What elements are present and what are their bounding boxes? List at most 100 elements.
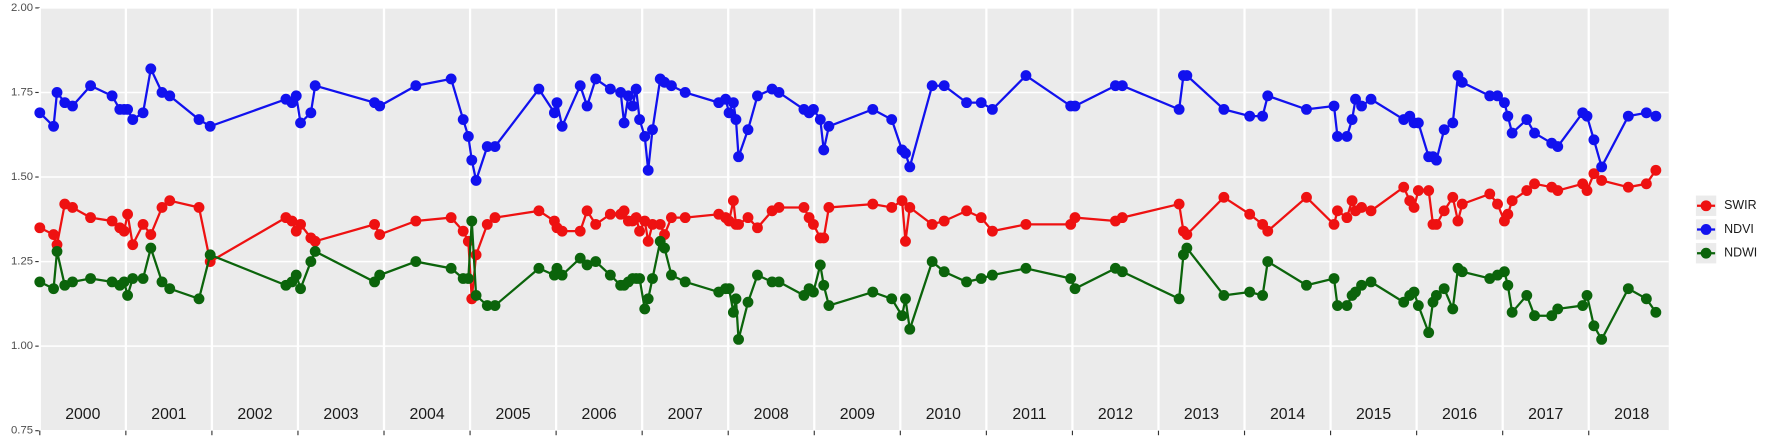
data-point: [867, 286, 879, 298]
data-point: [807, 103, 819, 115]
data-point: [773, 276, 785, 288]
data-point: [752, 269, 763, 281]
y-tick-label: 0.75: [11, 425, 33, 437]
data-point: [118, 276, 130, 288]
data-point: [1552, 141, 1564, 153]
y-tick-label: 1.25: [11, 256, 33, 268]
data-point: [904, 323, 916, 335]
data-point: [145, 63, 157, 75]
data-point: [654, 218, 666, 230]
data-point: [642, 235, 654, 247]
data-point: [926, 218, 938, 230]
data-point: [1452, 215, 1464, 227]
data-point: [1069, 212, 1081, 224]
y-tick-label: 1.50: [11, 171, 33, 183]
data-point: [904, 161, 916, 173]
data-point: [1492, 198, 1503, 210]
data-point: [1262, 256, 1274, 268]
data-point: [1116, 80, 1128, 92]
data-point: [309, 80, 321, 92]
legend-point: [1700, 200, 1712, 212]
data-point: [1356, 202, 1367, 213]
data-point: [1346, 114, 1358, 125]
data-point: [647, 218, 658, 230]
data-point: [1218, 103, 1230, 115]
data-point: [533, 262, 545, 274]
data-point: [823, 300, 835, 311]
data-point: [193, 114, 205, 125]
data-point: [1552, 303, 1564, 315]
data-point: [742, 124, 754, 136]
data-point: [590, 218, 602, 230]
data-point: [1577, 300, 1589, 311]
data-point: [886, 202, 898, 213]
data-point: [1262, 225, 1274, 237]
data-point: [1484, 188, 1496, 200]
data-point: [305, 107, 317, 119]
data-point: [1430, 218, 1442, 230]
data-point: [975, 97, 987, 109]
data-point: [752, 90, 763, 102]
data-point: [127, 273, 139, 284]
data-point: [1244, 110, 1256, 122]
data-point: [1502, 110, 1514, 122]
data-point: [1521, 114, 1533, 125]
data-point: [1438, 205, 1450, 217]
data-point: [34, 107, 46, 119]
data-point: [1498, 97, 1510, 109]
data-point: [1588, 320, 1600, 332]
data-point: [145, 229, 157, 240]
data-point: [1356, 100, 1367, 112]
data-point: [1116, 212, 1128, 224]
data-point: [51, 246, 63, 257]
data-point: [286, 215, 298, 227]
data-point: [1622, 110, 1634, 122]
data-point: [752, 222, 763, 234]
data-point: [1423, 185, 1435, 196]
data-point: [445, 73, 457, 85]
data-point: [604, 83, 616, 95]
x-tick-label: 2000: [65, 406, 100, 423]
data-point: [1596, 174, 1608, 186]
data-point: [1521, 289, 1533, 301]
data-point: [1332, 131, 1343, 142]
data-point: [1257, 110, 1269, 122]
data-point: [1596, 161, 1608, 173]
data-point: [961, 97, 973, 109]
data-point: [807, 286, 819, 298]
data-point: [900, 235, 911, 247]
data-point: [1438, 124, 1450, 136]
data-point: [462, 273, 474, 284]
data-point: [647, 124, 658, 136]
data-point: [1640, 293, 1652, 305]
panel: [39, 7, 1669, 431]
data-point: [1365, 93, 1377, 105]
data-point: [1244, 286, 1256, 298]
data-point: [1622, 181, 1634, 193]
data-point: [1640, 107, 1652, 119]
data-point: [309, 246, 321, 257]
y-tick-label: 2.00: [11, 2, 33, 14]
data-point: [122, 103, 134, 115]
data-point: [733, 218, 744, 230]
data-point: [410, 256, 422, 268]
data-point: [659, 242, 670, 254]
data-point: [1596, 333, 1608, 345]
data-point: [122, 208, 134, 220]
data-point: [67, 276, 78, 288]
data-point: [634, 114, 646, 125]
data-point: [639, 131, 651, 142]
data-point: [679, 212, 691, 224]
data-point: [369, 218, 380, 230]
data-point: [410, 80, 422, 92]
data-point: [727, 97, 739, 109]
data-point: [34, 276, 46, 288]
data-point: [590, 256, 602, 268]
data-point: [1365, 276, 1377, 288]
data-point: [1552, 185, 1564, 196]
data-point: [986, 225, 998, 237]
x-tick-label: 2018: [1614, 406, 1649, 423]
data-point: [67, 100, 78, 112]
data-point: [742, 212, 754, 224]
